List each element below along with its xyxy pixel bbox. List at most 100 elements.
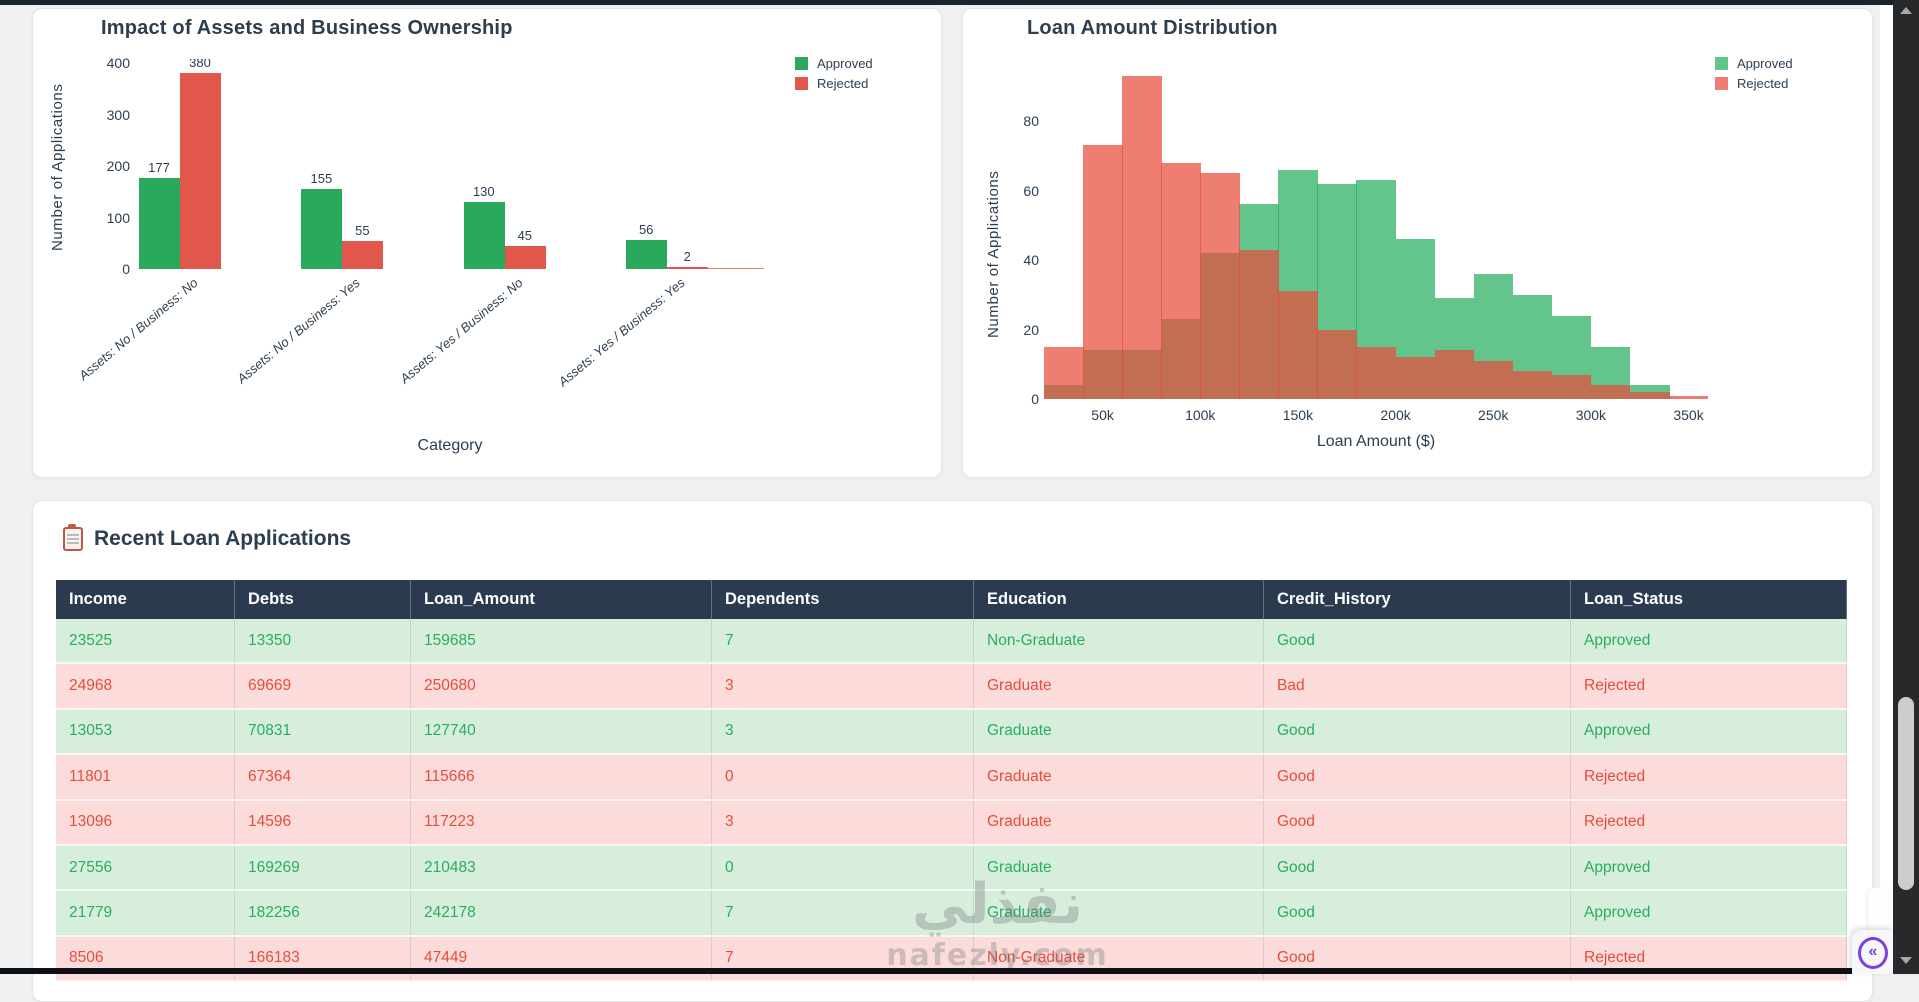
table-cell: Good (1264, 619, 1571, 663)
hist-chart-legend: Approved Rejected (1715, 56, 1793, 91)
table-cell: 127740 (411, 709, 712, 754)
table-row: 13053 70831 127740 3 Graduate Good Approved (56, 709, 1847, 756)
rejected-hist-bin (1317, 329, 1358, 399)
approved-bar (139, 177, 180, 269)
column-header-credit_history: Credit_History (1264, 580, 1571, 619)
loan-distribution-chart-card: Loan Amount Distribution Approved Reject… (962, 8, 1873, 478)
table-cell: 117223 (411, 800, 712, 844)
legend-label: Approved (817, 56, 873, 71)
assets-chart-title: Impact of Assets and Business Ownership (101, 17, 513, 39)
table-cell: 115666 (411, 755, 712, 799)
collapse-button-tab[interactable] (1868, 888, 1893, 932)
table-cell: 0 (712, 755, 974, 799)
rejected-hist-bin (1473, 360, 1514, 399)
table-cell: Good (1264, 755, 1571, 799)
table-row: 24968 69669 250680 3 Graduate Bad Rejected (56, 664, 1847, 710)
collapse-button[interactable]: « (1852, 930, 1893, 974)
legend-item-rejected: Rejected (795, 76, 873, 91)
rejected-hist-bin (1668, 395, 1708, 399)
table-cell: Approved (1571, 845, 1847, 890)
browser-chrome-top (0, 0, 1919, 5)
table-cell: 182256 (235, 891, 411, 935)
table-cell: Approved (1571, 709, 1847, 754)
column-header-dependents: Dependents (712, 580, 974, 619)
rejected-bar (342, 240, 384, 269)
axis-accent-line (707, 267, 764, 269)
y-tick-label: 300 (106, 106, 130, 123)
approved-bar (626, 240, 668, 269)
rejected-hist-bin (1278, 291, 1319, 399)
assets-ownership-chart-card: Impact of Assets and Business Ownership … (32, 8, 942, 478)
table-cell: 7 (712, 891, 974, 935)
table-cell: 11801 (56, 755, 235, 799)
table-cell: 24968 (56, 664, 235, 708)
table-cell: Approved (1571, 891, 1847, 935)
table-cell: Approved (1571, 619, 1847, 663)
rejected-hist-bin (1200, 173, 1240, 399)
y-tick-label: 60 (1023, 182, 1039, 199)
bar-value-label: 380 (189, 59, 211, 71)
rejected-swatch-icon (1715, 77, 1728, 90)
table-cell: 27556 (56, 845, 235, 890)
table-title: Recent Loan Applications (63, 524, 351, 551)
approved-swatch-icon (1715, 57, 1728, 70)
legend-label: Approved (1737, 56, 1793, 71)
table-row: 13096 14596 117223 3 Graduate Good Rejected (56, 800, 1847, 846)
approved-bar (301, 189, 343, 269)
category-tick-label: Assets: Yes / Business: Yes (555, 275, 688, 390)
browser-chrome-bottom (0, 968, 1893, 974)
table-cell: 13096 (56, 800, 235, 844)
table-cell: Bad (1264, 664, 1571, 708)
scrollbar-thumb[interactable] (1898, 697, 1914, 890)
assets-plot-area: 177 380 155 55 130 45 56 2 (136, 59, 764, 269)
table-cell: 210483 (411, 845, 712, 890)
rejected-hist-bin (1161, 162, 1201, 399)
assets-y-ticks: 0 100 200 300 400 (88, 9, 130, 477)
x-tick-label: 150k (1282, 407, 1314, 423)
recent-applications-card: Recent Loan Applications Income Debts Loan… (32, 500, 1873, 1002)
x-tick-label: 300k (1575, 407, 1607, 423)
bar-value-label: 45 (517, 227, 533, 243)
table-row: 21779 182256 242178 7 Graduate Good Approved (56, 891, 1847, 937)
x-tick-label: 50k (1091, 407, 1114, 423)
table-cell: 69669 (235, 664, 411, 708)
right-edge-strip (1880, 0, 1893, 974)
bar-value-label: 2 (683, 249, 691, 264)
rejected-hist-bin (1395, 357, 1436, 399)
y-tick-label: 400 (106, 55, 130, 71)
table-cell: Graduate (974, 891, 1264, 935)
table-cell: 13053 (56, 709, 235, 754)
table-cell: 3 (712, 800, 974, 844)
collapse-chevrons-icon[interactable]: « (1858, 937, 1888, 969)
table-cell: Graduate (974, 755, 1264, 799)
rejected-hist-bin (1122, 75, 1162, 399)
table-cell: 70831 (235, 709, 411, 754)
table-cell: 7 (712, 619, 974, 663)
table-cell: 169269 (235, 845, 411, 890)
legend-label: Rejected (817, 76, 869, 91)
column-header-loan_status: Loan_Status (1571, 580, 1847, 619)
legend-item-approved: Approved (795, 56, 873, 71)
table-cell: 166183 (235, 936, 411, 981)
rejected-hist-bin (1629, 392, 1670, 399)
x-tick-label: 100k (1185, 407, 1216, 423)
column-header-education: Education (974, 580, 1264, 619)
table-cell: Rejected (1571, 936, 1847, 981)
rejected-hist-bin (1239, 249, 1279, 399)
rejected-hist-bin (1356, 346, 1397, 399)
table-row: 27556 169269 210483 0 Graduate Good Approved (56, 845, 1847, 892)
approved-swatch-icon (795, 57, 808, 70)
hist-y-ticks: 0 20 40 60 80 (999, 9, 1039, 477)
rejected-bar (504, 245, 546, 269)
scrollbar-up-arrow-icon[interactable] (1900, 7, 1912, 14)
page-scrollbar[interactable] (1893, 0, 1919, 974)
table-cell: 14596 (235, 800, 411, 844)
legend-item-rejected: Rejected (1715, 76, 1793, 91)
table-cell: Rejected (1571, 800, 1847, 844)
bar-value-label: 55 (355, 222, 370, 238)
hist-plot-area (1044, 64, 1708, 399)
table-cell: 7 (712, 936, 974, 981)
table-cell: 21779 (56, 891, 235, 935)
column-header-debts: Debts (235, 580, 411, 619)
scrollbar-down-arrow-icon[interactable] (1900, 957, 1912, 964)
